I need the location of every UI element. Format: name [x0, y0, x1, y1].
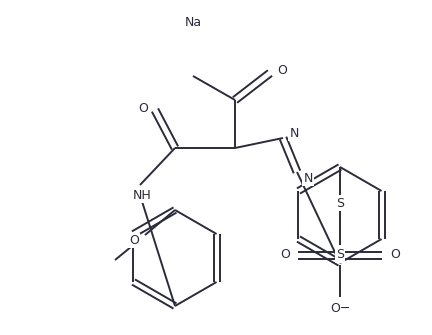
Text: Na: Na — [184, 15, 202, 28]
Text: O−: O− — [330, 303, 350, 316]
Text: NH: NH — [133, 189, 151, 201]
Text: O: O — [138, 102, 148, 115]
Text: S: S — [336, 249, 344, 262]
Text: O: O — [277, 64, 287, 76]
Text: N: N — [303, 172, 313, 185]
Text: O: O — [129, 233, 139, 247]
Text: S: S — [336, 197, 344, 209]
Text: O: O — [390, 249, 400, 262]
Text: O: O — [280, 249, 290, 262]
Text: N: N — [289, 127, 299, 139]
